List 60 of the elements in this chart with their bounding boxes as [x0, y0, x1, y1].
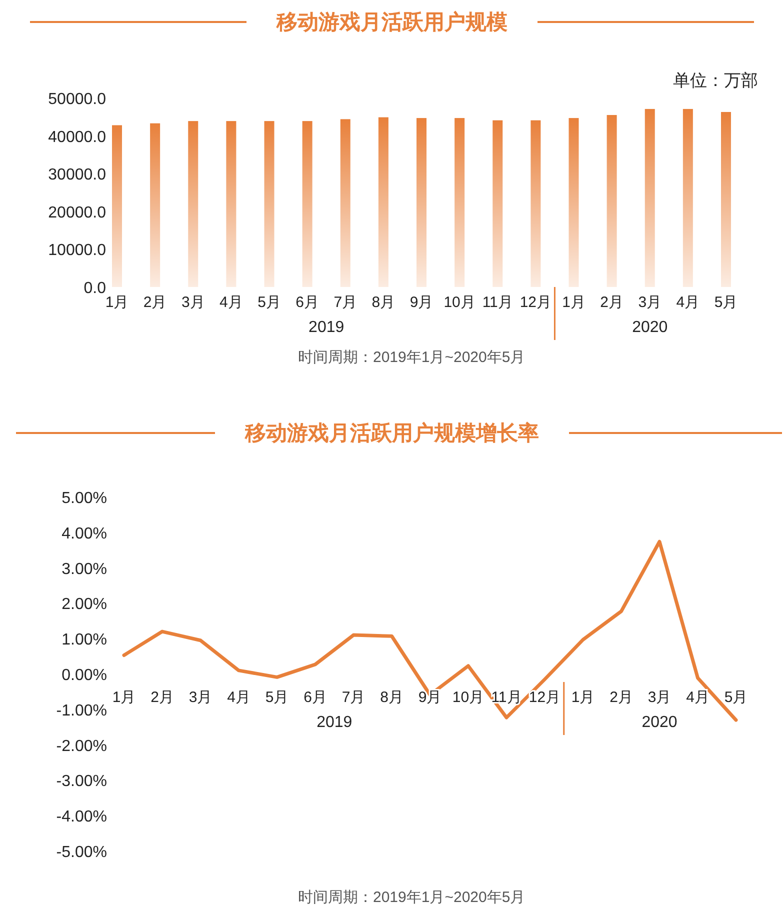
x-tick-label: 3月	[181, 294, 205, 311]
y-tick-label: -4.00%	[56, 808, 107, 826]
x-tick-label: 4月	[676, 294, 700, 311]
annotation: 2019	[316, 714, 352, 731]
y-tick-label: -5.00%	[56, 844, 107, 861]
x-tick-label: 7月	[342, 689, 366, 706]
y-tick-label: 4.00%	[62, 525, 107, 542]
chart-subtitle: 单位：万部	[673, 71, 758, 90]
x-tick-label: 3月	[648, 689, 672, 706]
x-tick-label: 1月	[105, 294, 129, 311]
x-tick-label: 10月	[444, 294, 476, 311]
x-tick-label: 7月	[334, 294, 358, 311]
x-tick-label: 2月	[143, 294, 167, 311]
x-tick-label: 9月	[418, 689, 442, 706]
text: 2019	[308, 319, 344, 336]
x-tick-label: 12月	[520, 294, 552, 311]
x-tick-label: 1月	[571, 689, 595, 706]
x-tick-label: 5月	[265, 689, 289, 706]
x-tick-label: 6月	[296, 294, 319, 311]
y-tick-label: 10000.0	[48, 242, 106, 260]
text: 时间周期：2019年1月~2020年5月	[298, 889, 526, 906]
x-tick-label: 2月	[150, 689, 174, 706]
text: 2020	[632, 319, 668, 336]
annotation: 2020	[642, 714, 678, 731]
x-tick-label: 11月	[491, 689, 522, 706]
x-tick-label: 4月	[686, 689, 710, 706]
y-tick-label: 5.00%	[62, 490, 107, 507]
x-tick-label: 5月	[724, 689, 748, 706]
x-tick-label: 1月	[112, 689, 136, 706]
x-tick-label: 12月	[528, 689, 561, 706]
y-tick-label: -2.00%	[56, 738, 107, 755]
x-tick-label: 8月	[380, 689, 404, 706]
y-tick-label: 2.00%	[62, 596, 107, 614]
x-tick-label: 11月	[482, 294, 513, 311]
chart-title: 移动游戏月活跃用户规模增长率	[244, 421, 539, 445]
y-tick-label: -1.00%	[56, 702, 107, 720]
y-tick-label: -3.00%	[56, 773, 107, 790]
x-tick-label: 4月	[227, 689, 250, 706]
x-tick-label: 6月	[304, 689, 327, 706]
y-tick-label: 1.00%	[62, 632, 107, 649]
y-tick-label: 0.00%	[62, 667, 107, 684]
x-tick-label: 9月	[410, 294, 434, 311]
x-tick-label: 3月	[188, 689, 212, 706]
x-tick-label: 5月	[714, 294, 738, 311]
y-tick-label: 40000.0	[48, 128, 106, 146]
y-tick-label: 3.00%	[62, 560, 107, 578]
y-tick-label: 50000.0	[48, 91, 106, 108]
x-tick-label: 2月	[600, 294, 624, 311]
x-tick-label: 10月	[452, 689, 484, 706]
x-tick-label: 3月	[638, 294, 662, 311]
chart-title: 移动游戏月活跃用户规模	[276, 10, 508, 34]
x-tick-label: 5月	[258, 294, 281, 311]
x-tick-label: 8月	[372, 294, 396, 311]
y-tick-label: 20000.0	[48, 204, 106, 222]
text: 时间周期：2019年1月~2020年5月	[298, 349, 526, 366]
y-tick-label: 0.0	[84, 280, 106, 297]
x-tick-label: 2月	[610, 689, 633, 706]
x-tick-label: 4月	[220, 294, 243, 311]
y-tick-label: 30000.0	[48, 166, 106, 184]
x-tick-label: 1月	[562, 294, 586, 311]
